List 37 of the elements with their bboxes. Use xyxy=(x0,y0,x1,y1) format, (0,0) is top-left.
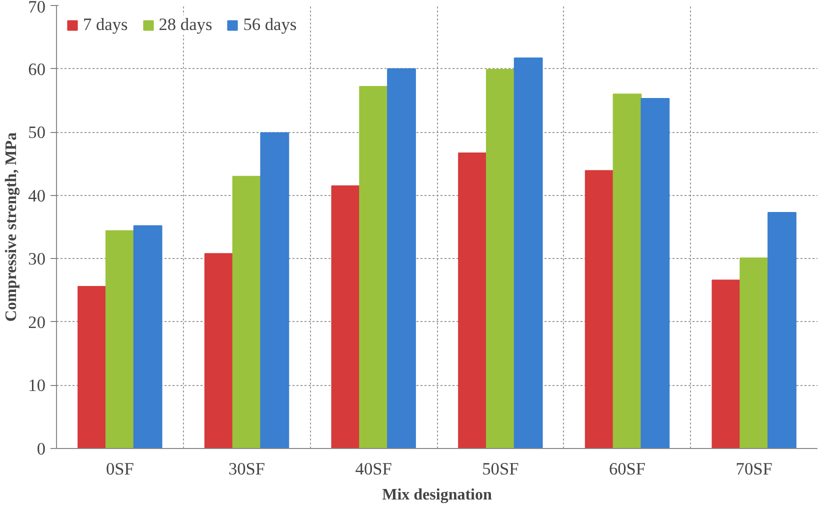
x-tick-label: 40SF xyxy=(355,460,392,478)
bar xyxy=(584,170,614,448)
bar xyxy=(133,225,162,448)
y-tick-label: 10 xyxy=(28,376,46,396)
x-tick-label: 0SF xyxy=(106,460,134,478)
y-tick-label: 20 xyxy=(28,312,46,332)
bar xyxy=(640,98,670,448)
bar xyxy=(768,212,796,448)
bar xyxy=(486,68,515,448)
x-tick-label: 60SF xyxy=(608,460,646,478)
y-tick-label: 30 xyxy=(28,250,46,269)
bar xyxy=(612,94,642,448)
y-axis-title: Compressive strength, MPa xyxy=(3,132,20,322)
legend-label: 28 days xyxy=(158,15,212,35)
y-tick-label: 70 xyxy=(28,0,46,16)
legend-label: 7 days xyxy=(83,15,128,35)
bar xyxy=(331,185,360,448)
y-tick-label: 50 xyxy=(28,123,46,142)
x-tick-label: 70SF xyxy=(736,460,773,478)
bar xyxy=(458,152,487,448)
bar xyxy=(260,132,290,448)
y-tick-label: 60 xyxy=(28,60,46,79)
bar xyxy=(387,68,416,448)
x-tick-label: 50SF xyxy=(482,460,520,478)
bar xyxy=(359,86,388,448)
bar xyxy=(712,280,741,448)
y-tick-label: 40 xyxy=(28,186,46,206)
bar xyxy=(232,176,262,448)
legend-label: 56 days xyxy=(243,15,297,35)
bar xyxy=(204,253,234,448)
bar xyxy=(105,230,134,448)
y-tick-label: 0 xyxy=(36,440,46,458)
bar xyxy=(740,258,769,448)
x-tick-label: 30SF xyxy=(228,460,266,478)
bar xyxy=(78,286,106,448)
x-axis-title: Mix designation xyxy=(382,486,492,504)
bar xyxy=(514,58,543,448)
